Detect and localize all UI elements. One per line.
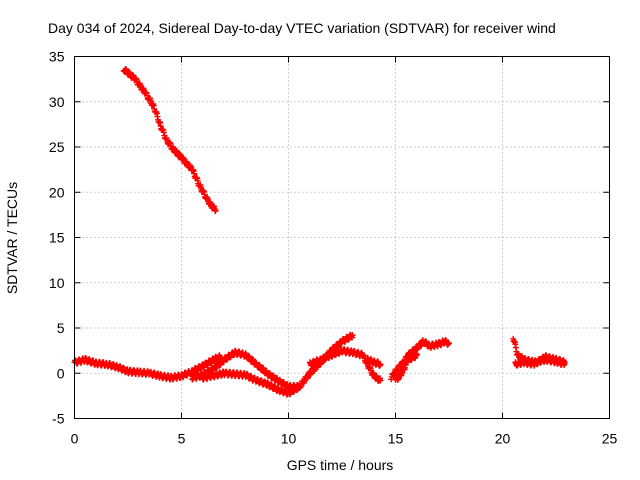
chart-title: Day 034 of 2024, Sidereal Day-to-day VTE…: [48, 20, 556, 36]
y-tick-label: 0: [57, 365, 65, 381]
series-markers: [392, 350, 420, 383]
series-markers: [120, 66, 219, 215]
series-markers: [189, 347, 303, 392]
series-track-20-6-22-9h: [512, 352, 568, 369]
series-markers: [364, 354, 384, 369]
data-layer: [71, 66, 568, 398]
y-tick-label: 25: [49, 139, 65, 155]
x-tick-label: 0: [71, 431, 79, 447]
y-tick-label: 15: [49, 230, 65, 246]
series-track-5-5-10-5h: [189, 347, 303, 392]
x-tick-label: 15: [388, 431, 404, 447]
y-tick-labels: -5 0 5 10 15 20 25 30 35: [49, 49, 65, 427]
x-tick-label: 25: [602, 431, 618, 447]
x-axis-label: GPS time / hours: [287, 457, 394, 473]
series-track-11-0-13-5h: [306, 346, 367, 369]
tick-marks: [74, 56, 610, 419]
y-tick-label: -5: [52, 411, 65, 427]
grid: [74, 56, 610, 419]
y-tick-label: 10: [49, 275, 65, 291]
series-track-13-7-14-3h: [364, 354, 384, 369]
x-tick-labels: 0 5 10 15 20 25: [71, 431, 618, 447]
series-high-satellite-track: [120, 66, 219, 215]
y-tick-label: 20: [49, 184, 65, 200]
series-track-14-8-17-5h: [388, 337, 452, 383]
x-tick-label: 20: [495, 431, 511, 447]
x-tick-label: 10: [281, 431, 297, 447]
series-track-15-0-16-0h: [392, 350, 420, 383]
y-tick-label: 5: [57, 320, 65, 336]
y-tick-label: 30: [49, 94, 65, 110]
series-markers: [306, 346, 367, 369]
series-markers: [512, 352, 568, 369]
y-axis-label: SDTVAR / TECUs: [4, 182, 20, 294]
y-tick-label: 35: [49, 49, 65, 65]
series-markers: [388, 337, 452, 383]
x-tick-label: 5: [178, 431, 186, 447]
